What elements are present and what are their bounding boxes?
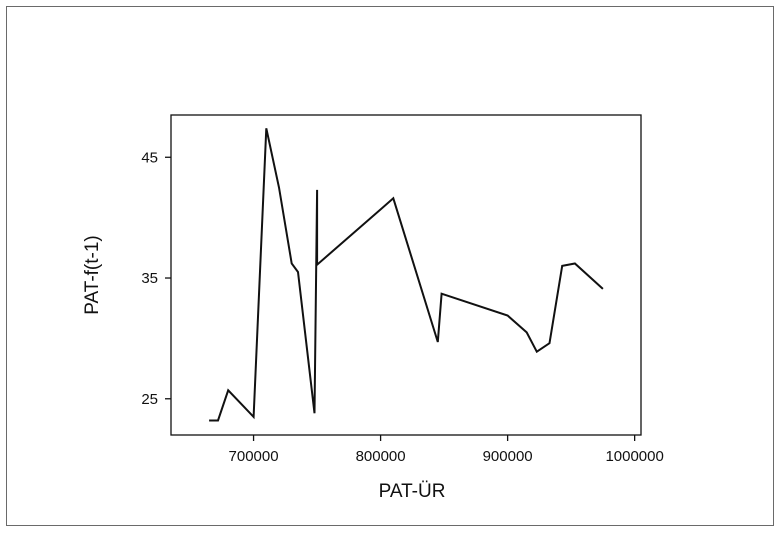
x-tick-label: 1000000 (605, 448, 663, 465)
y-tick-label: 45 (141, 149, 158, 166)
y-tick-label: 35 (141, 270, 158, 287)
x-axis-title: PAT-ÜR (379, 481, 446, 502)
figure-frame (6, 6, 774, 526)
y-tick-label: 25 (141, 391, 158, 408)
plot-area-border (170, 114, 642, 436)
y-axis-title: PAT-f(t-1) (82, 235, 103, 315)
x-tick-label: 800000 (356, 448, 406, 465)
x-tick-label: 900000 (483, 448, 533, 465)
x-tick-label: 700000 (229, 448, 279, 465)
series-line (209, 128, 604, 422)
